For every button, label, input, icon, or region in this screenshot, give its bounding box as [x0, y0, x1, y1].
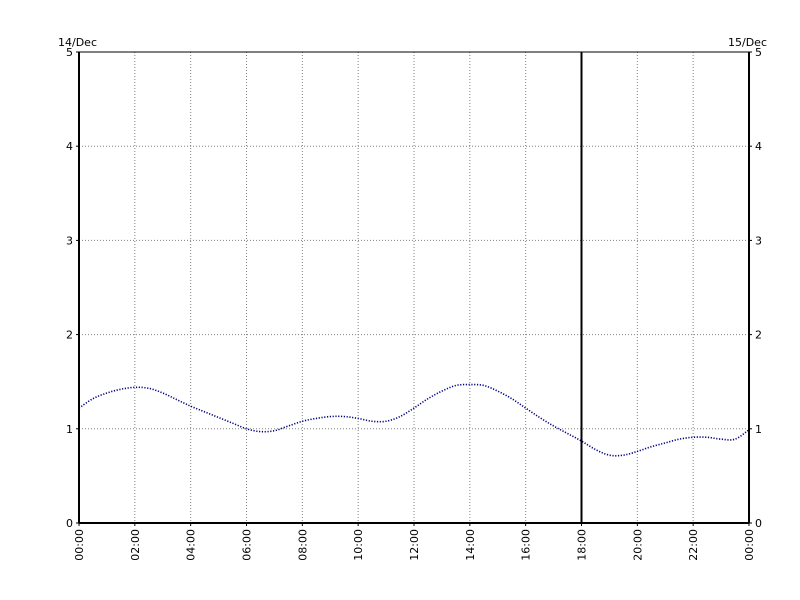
x-tick-label: 22:00 — [687, 529, 700, 561]
x-tick-labels: 00:00 02:00 04:00 06:00 08:00 10:00 12:00 14:00… — [73, 529, 756, 561]
y-tick-label-left: 1 — [66, 423, 73, 436]
x-tick-label: 20:00 — [631, 529, 644, 561]
plot-frame — [76, 51, 752, 526]
y-tick-label-left: 2 — [66, 329, 73, 342]
y-tick-label-right: 4 — [755, 140, 762, 153]
y-tick-label-right: 2 — [755, 329, 762, 342]
series-layer — [78, 383, 750, 457]
y-tick-label-right: 3 — [755, 234, 762, 247]
start-date-label: 14/Dec — [58, 36, 97, 49]
y-tick-label-left: 0 — [66, 517, 73, 530]
x-tick-label: 16:00 — [520, 529, 533, 561]
x-tick-label: 00:00 — [73, 529, 86, 561]
x-tick-label: 12:00 — [408, 529, 421, 561]
x-tick-label: 18:00 — [576, 529, 589, 561]
x-tick-label: 08:00 — [296, 529, 309, 561]
y-tick-label-right: 1 — [755, 423, 762, 436]
y-tick-label-right: 0 — [755, 517, 762, 530]
y-tick-labels: 0 0 1 1 2 2 3 3 4 4 5 5 — [66, 46, 762, 530]
y-tick-label-left: 4 — [66, 140, 73, 153]
end-date-label: 15/Dec — [728, 36, 767, 49]
series-line — [78, 383, 750, 457]
y-tick-label-left: 3 — [66, 234, 73, 247]
x-tick-label: 02:00 — [129, 529, 142, 561]
y-tick-label-left: 5 — [66, 46, 73, 59]
x-tick-label: 10:00 — [352, 529, 365, 561]
x-tick-label: 04:00 — [185, 529, 198, 561]
x-tick-label: 14:00 — [464, 529, 477, 561]
x-tick-label: 06:00 — [241, 529, 254, 561]
grid — [79, 52, 749, 523]
x-tick-label: 00:00 — [743, 529, 756, 561]
y-tick-label-right: 5 — [755, 46, 762, 59]
